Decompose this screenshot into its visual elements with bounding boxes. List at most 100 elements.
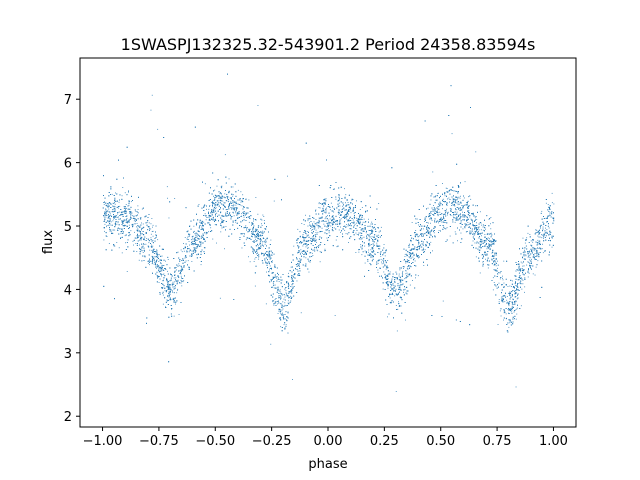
scatter-point bbox=[531, 248, 533, 250]
scatter-point bbox=[537, 232, 538, 233]
scatter-point bbox=[527, 256, 529, 258]
scatter-point bbox=[255, 238, 256, 240]
scatter-point bbox=[369, 253, 371, 255]
scatter-point bbox=[291, 290, 292, 292]
scatter-point bbox=[152, 257, 154, 259]
scatter-point bbox=[126, 220, 128, 222]
scatter-point bbox=[419, 246, 421, 248]
scatter-point bbox=[174, 287, 176, 289]
scatter-point bbox=[276, 303, 278, 305]
scatter-point bbox=[411, 252, 413, 254]
scatter-point bbox=[317, 227, 319, 229]
scatter-point bbox=[361, 244, 363, 246]
scatter-point bbox=[538, 241, 539, 243]
scatter-point bbox=[104, 223, 106, 225]
scatter-point bbox=[481, 235, 482, 237]
scatter-point bbox=[432, 171, 434, 173]
scatter-point bbox=[524, 249, 525, 251]
scatter-point bbox=[357, 218, 358, 220]
scatter-point bbox=[465, 214, 466, 216]
scatter-point bbox=[149, 228, 150, 230]
scatter-point bbox=[168, 296, 170, 298]
scatter-point bbox=[189, 233, 191, 235]
scatter-point bbox=[111, 193, 113, 195]
scatter-point bbox=[447, 214, 448, 216]
scatter-point bbox=[128, 204, 130, 206]
scatter-point bbox=[133, 244, 134, 246]
scatter-point bbox=[269, 265, 271, 267]
scatter-point bbox=[284, 296, 286, 298]
scatter-point bbox=[529, 234, 531, 235]
scatter-point bbox=[228, 178, 230, 180]
scatter-point bbox=[167, 300, 168, 302]
scatter-point bbox=[110, 229, 112, 231]
scatter-point bbox=[403, 268, 404, 269]
scatter-point bbox=[162, 303, 164, 305]
scatter-point bbox=[319, 244, 321, 246]
scatter-point bbox=[387, 287, 389, 289]
scatter-point bbox=[135, 220, 136, 222]
scatter-point bbox=[468, 219, 469, 220]
scatter-point bbox=[537, 230, 539, 232]
scatter-point bbox=[363, 236, 365, 238]
scatter-point bbox=[162, 269, 164, 271]
scatter-point bbox=[261, 243, 263, 245]
scatter-point bbox=[193, 225, 195, 227]
scatter-point bbox=[248, 228, 250, 230]
scatter-point bbox=[114, 229, 116, 231]
scatter-point bbox=[408, 273, 410, 275]
scatter-point bbox=[140, 248, 142, 250]
scatter-point bbox=[521, 262, 523, 264]
scatter-point bbox=[157, 239, 159, 241]
scatter-point bbox=[450, 215, 452, 216]
scatter-point bbox=[257, 213, 259, 215]
scatter-point bbox=[364, 221, 366, 223]
scatter-point bbox=[340, 226, 341, 228]
scatter-point bbox=[306, 231, 308, 232]
scatter-point bbox=[173, 286, 175, 288]
scatter-point bbox=[104, 215, 106, 217]
scatter-point bbox=[310, 252, 312, 253]
scatter-point bbox=[309, 222, 310, 224]
scatter-point bbox=[242, 194, 244, 196]
scatter-point bbox=[139, 225, 141, 227]
scatter-point bbox=[430, 212, 432, 214]
scatter-point bbox=[298, 238, 299, 240]
scatter-point bbox=[352, 219, 354, 221]
scatter-point bbox=[534, 253, 536, 254]
scatter-point bbox=[224, 193, 226, 195]
scatter-point bbox=[492, 277, 494, 279]
scatter-point bbox=[376, 244, 378, 246]
scatter-point bbox=[148, 222, 150, 224]
scatter-point bbox=[177, 289, 178, 291]
scatter-point bbox=[487, 259, 488, 261]
scatter-point bbox=[495, 265, 497, 267]
scatter-point bbox=[103, 204, 105, 205]
scatter-point bbox=[371, 251, 373, 253]
scatter-point bbox=[389, 281, 390, 283]
scatter-point bbox=[307, 225, 309, 227]
scatter-point bbox=[318, 219, 320, 221]
scatter-point bbox=[181, 267, 183, 269]
scatter-point bbox=[323, 223, 325, 225]
scatter-point bbox=[528, 272, 530, 274]
scatter-point bbox=[442, 300, 444, 302]
scatter-point bbox=[184, 255, 186, 257]
scatter-point bbox=[474, 242, 476, 244]
scatter-point bbox=[426, 241, 428, 243]
scatter-point bbox=[277, 301, 278, 302]
scatter-point bbox=[426, 226, 428, 228]
scatter-point bbox=[290, 295, 291, 297]
scatter-point bbox=[160, 269, 162, 270]
scatter-point bbox=[226, 194, 228, 196]
scatter-point bbox=[347, 225, 349, 227]
scatter-point bbox=[188, 251, 190, 253]
scatter-point bbox=[186, 250, 187, 252]
scatter-point bbox=[370, 249, 372, 251]
scatter-point bbox=[409, 284, 411, 286]
scatter-point bbox=[402, 270, 404, 272]
scatter-point bbox=[330, 222, 332, 224]
scatter-point bbox=[452, 215, 454, 217]
scatter-point bbox=[393, 285, 395, 287]
scatter-point bbox=[153, 248, 155, 250]
